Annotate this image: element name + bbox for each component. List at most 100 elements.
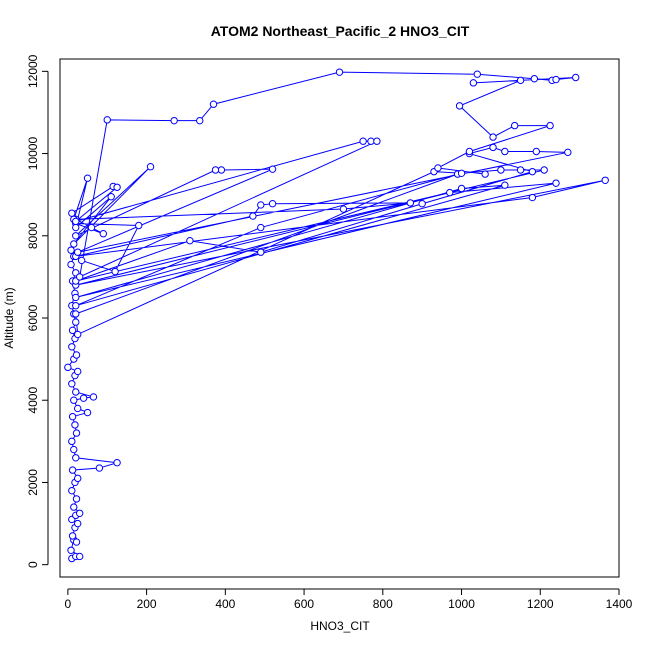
data-point bbox=[530, 75, 539, 83]
data-point bbox=[489, 133, 497, 141]
data-point bbox=[359, 137, 367, 145]
data-point bbox=[113, 183, 121, 191]
data-point bbox=[68, 326, 77, 335]
data-point bbox=[510, 121, 519, 130]
data-point bbox=[72, 223, 80, 232]
data-point bbox=[68, 209, 76, 217]
data-point bbox=[83, 174, 92, 182]
data-point bbox=[418, 200, 426, 208]
data-point bbox=[70, 396, 78, 404]
data-point bbox=[546, 121, 554, 130]
data-point bbox=[211, 166, 220, 174]
data-point bbox=[72, 351, 81, 359]
y-tick-label: 4000 bbox=[26, 387, 40, 414]
data-point bbox=[72, 538, 81, 546]
data-point bbox=[77, 256, 86, 265]
data-point bbox=[72, 454, 80, 462]
data-point bbox=[196, 116, 204, 125]
plot-frame bbox=[59, 58, 620, 578]
data-point bbox=[72, 318, 80, 326]
x-tick-label: 0 bbox=[65, 597, 72, 611]
y-tick-label: 10000 bbox=[26, 137, 40, 171]
data-point bbox=[68, 486, 76, 495]
data-point bbox=[489, 143, 497, 152]
data-point bbox=[67, 546, 75, 554]
data-point bbox=[516, 76, 525, 85]
data-point bbox=[74, 519, 82, 528]
data-point bbox=[74, 474, 82, 483]
data-point bbox=[67, 260, 75, 269]
data-point bbox=[516, 166, 525, 174]
data-point bbox=[99, 230, 108, 238]
data-point bbox=[335, 68, 344, 76]
data-point bbox=[501, 147, 509, 156]
data-point bbox=[74, 330, 82, 339]
data-point bbox=[68, 412, 77, 421]
data-point bbox=[249, 212, 257, 220]
data-point bbox=[70, 503, 78, 511]
data-point bbox=[68, 466, 77, 474]
data-point bbox=[68, 380, 76, 388]
data-point bbox=[406, 199, 415, 207]
x-axis-label: HNO3_CIT bbox=[310, 619, 370, 633]
data-point bbox=[457, 169, 466, 177]
data-point bbox=[373, 137, 381, 145]
data-point bbox=[434, 164, 442, 172]
data-point bbox=[89, 393, 98, 401]
data-point bbox=[469, 79, 478, 87]
x-tick-label: 800 bbox=[373, 597, 393, 611]
data-point bbox=[70, 445, 78, 454]
data-point bbox=[75, 509, 84, 517]
chart-title: ATOM2 Northeast_Pacific_2 HNO3_CIT bbox=[211, 23, 470, 39]
series-lines bbox=[67, 71, 606, 559]
x-tick-label: 1000 bbox=[448, 597, 475, 611]
data-point bbox=[209, 100, 218, 108]
data-point bbox=[68, 437, 76, 446]
data-point bbox=[497, 166, 505, 174]
data-point bbox=[72, 388, 80, 396]
data-point bbox=[473, 70, 481, 78]
data-point bbox=[74, 367, 82, 376]
x-tick-label: 600 bbox=[294, 597, 314, 611]
data-point bbox=[572, 73, 580, 82]
data-point bbox=[70, 240, 78, 248]
data-point bbox=[74, 404, 82, 413]
y-tick-label: 8000 bbox=[26, 222, 40, 249]
y-tick-label: 6000 bbox=[26, 304, 40, 331]
y-tick-label: 12000 bbox=[26, 54, 40, 88]
x-axis: 0 200 400 600 800 1000 1200 1400 bbox=[65, 588, 633, 611]
data-point bbox=[107, 193, 115, 201]
data-point bbox=[528, 167, 537, 176]
data-point bbox=[186, 237, 194, 245]
series-points bbox=[64, 68, 609, 563]
y-tick-label: 2000 bbox=[26, 469, 40, 496]
data-point bbox=[103, 116, 111, 124]
data-point bbox=[68, 343, 76, 351]
data-point bbox=[72, 429, 81, 437]
data-point bbox=[64, 363, 72, 372]
data-point bbox=[113, 459, 121, 467]
data-point bbox=[564, 148, 572, 157]
y-axis: 0 2000 4000 6000 8000 10000 12000 bbox=[26, 54, 49, 568]
y-axis-label: Altitude (m) bbox=[2, 287, 16, 348]
data-point bbox=[72, 217, 80, 226]
data-point bbox=[170, 116, 178, 125]
x-tick-label: 200 bbox=[137, 597, 157, 611]
x-tick-label: 1400 bbox=[606, 597, 633, 611]
data-point bbox=[111, 267, 119, 276]
data-point bbox=[268, 165, 277, 173]
data-point bbox=[146, 163, 155, 171]
data-point bbox=[455, 102, 464, 110]
data-point bbox=[540, 166, 548, 174]
y-tick-label: 0 bbox=[26, 561, 40, 568]
x-tick-label: 400 bbox=[215, 597, 235, 611]
data-point bbox=[72, 232, 80, 240]
data-point bbox=[528, 193, 537, 202]
data-point bbox=[257, 223, 265, 232]
data-point bbox=[257, 201, 265, 209]
data-point bbox=[71, 421, 79, 429]
data-point bbox=[75, 273, 84, 281]
data-point bbox=[68, 532, 77, 540]
data-point bbox=[75, 552, 84, 561]
